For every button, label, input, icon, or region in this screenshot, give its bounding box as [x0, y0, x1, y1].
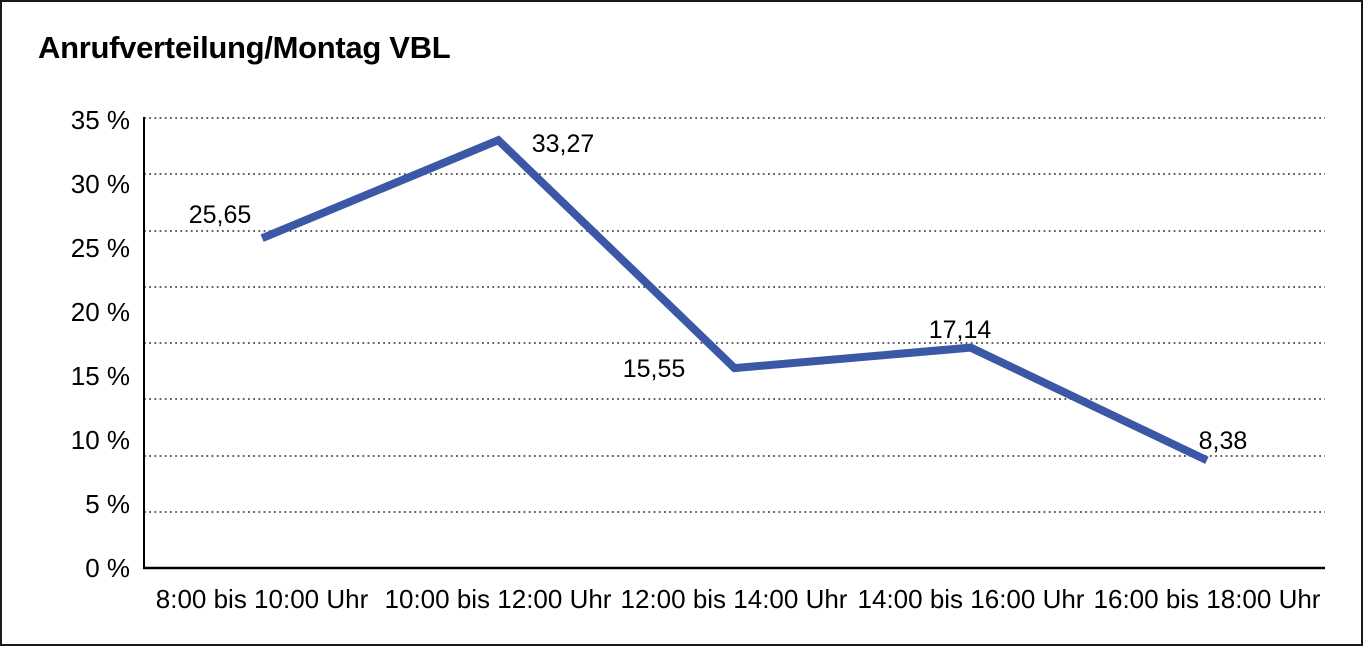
data-point-label: 15,55 [622, 355, 686, 383]
y-axis-tick-label: 20 % [70, 297, 130, 327]
data-point-label: 8,38 [1198, 427, 1248, 455]
horizontal-gridlines [144, 117, 1325, 513]
x-axis-category-label: 8:00 bis 10:00 Uhr [155, 584, 369, 614]
y-axis-tick-label: 10 % [70, 425, 130, 455]
y-axis-tick-label: 5 % [85, 489, 130, 519]
x-axis-category-label: 12:00 bis 14:00 Uhr [620, 584, 848, 614]
x-axis-category-label: 14:00 bis 16:00 Uhr [857, 584, 1085, 614]
y-axis-tick-label: 30 % [70, 169, 130, 199]
data-point-label: 33,27 [531, 130, 595, 158]
x-axis-category-label: 10:00 bis 12:00 Uhr [384, 584, 612, 614]
y-axis-tick-label: 35 % [70, 105, 130, 135]
data-point-label: 17,14 [928, 316, 992, 344]
x-axis-category-label: 16:00 bis 18:00 Uhr [1093, 584, 1321, 614]
data-series-line [260, 135, 1209, 464]
y-axis-tick-label: 15 % [70, 361, 130, 391]
y-axis-tick-label: 25 % [70, 233, 130, 263]
data-point-label: 25,65 [188, 201, 252, 229]
y-axis-tick-label: 0 % [85, 553, 130, 583]
chart-title: Anrufverteilung/Montag VBL [38, 30, 451, 65]
